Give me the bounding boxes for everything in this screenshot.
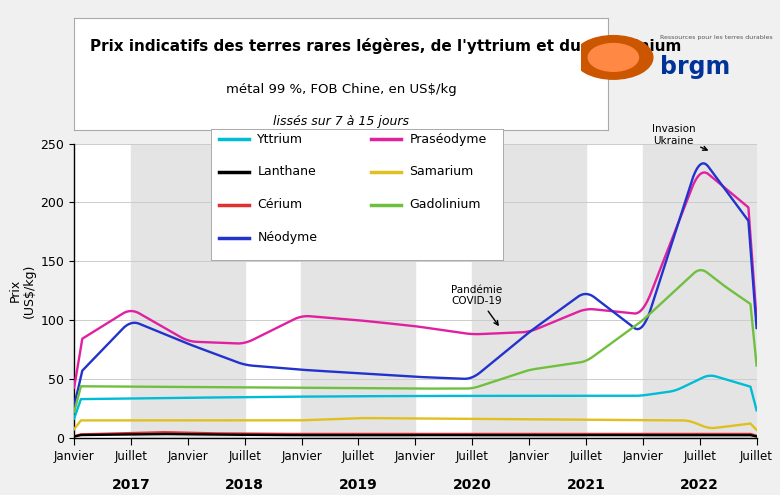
Circle shape [588,44,639,71]
Text: Ressources pour les terres durables: Ressources pour les terres durables [660,35,773,40]
Text: Samarium: Samarium [410,165,473,179]
Circle shape [574,36,653,79]
Text: Yttrium: Yttrium [257,133,303,146]
Text: Cérium: Cérium [257,198,303,211]
Text: Néodyme: Néodyme [257,231,317,244]
Text: 2018: 2018 [225,478,264,492]
Text: Invasion
Ukraine: Invasion Ukraine [652,124,707,150]
Bar [131,144,245,438]
Bar [301,144,415,438]
Y-axis label: Prix
(US$/kg): Prix (US$/kg) [9,264,37,318]
Text: métal 99 %, FOB Chine, en US$/kg: métal 99 %, FOB Chine, en US$/kg [226,83,456,96]
Bar [643,144,757,438]
Text: 2017: 2017 [112,478,151,492]
Text: brgm: brgm [660,55,730,79]
Text: Praséodyme: Praséodyme [410,133,487,146]
Text: Prix indicatifs des terres rares légères, de l'yttrium et du gadolinium: Prix indicatifs des terres rares légères… [90,39,682,54]
Text: lissés sur 7 à 15 jours: lissés sur 7 à 15 jours [273,115,410,128]
Text: 2021: 2021 [566,478,605,492]
Bar [472,144,586,438]
Text: 2020: 2020 [453,478,491,492]
Text: 2019: 2019 [339,478,378,492]
Text: Lanthane: Lanthane [257,165,316,179]
Text: Gadolinium: Gadolinium [410,198,481,211]
Text: Pandémie
COVID-19: Pandémie COVID-19 [451,285,502,325]
Text: 2022: 2022 [680,478,719,492]
